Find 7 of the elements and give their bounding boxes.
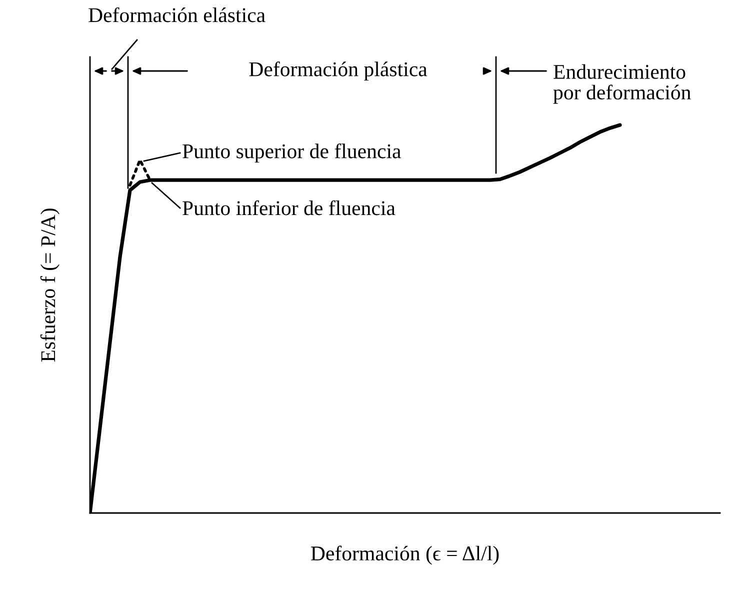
y-axis-title: Esfuerzo f (= P/A) xyxy=(40,208,60,362)
text: Deformación plástica xyxy=(249,61,428,81)
text: Deformación elástica xyxy=(88,7,266,22)
annotation: Punto superior de fluencia xyxy=(182,143,401,163)
x-axis-title: Deformación (ϵ = Δl/l) xyxy=(311,546,499,565)
text: Endurecimiento por deformación xyxy=(553,64,691,104)
annotation: Punto inferior de fluencia xyxy=(182,200,396,216)
